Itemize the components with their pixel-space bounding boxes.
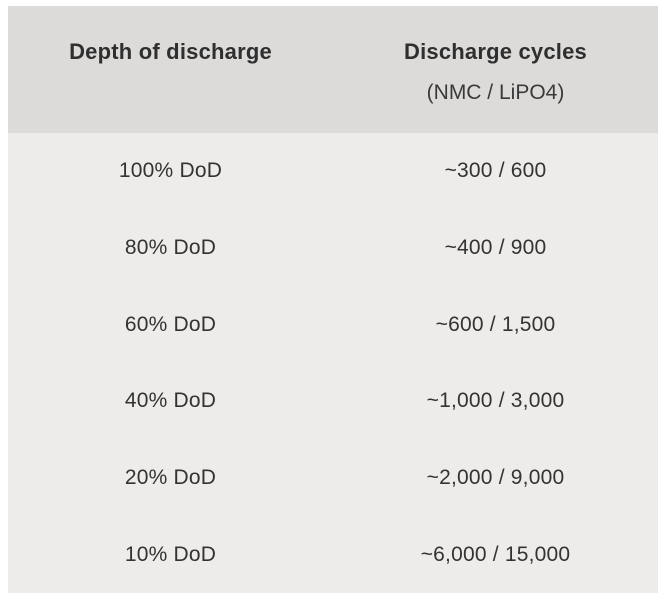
cycles-cell: ~6,000 / 15,000 xyxy=(420,542,571,566)
dod-cell: 10% DoD xyxy=(124,542,217,566)
table-row: 100% DoD ~300 / 600 xyxy=(8,133,658,210)
table-row: 80% DoD ~400 / 900 xyxy=(8,210,658,287)
cycles-cell: ~2,000 / 9,000 xyxy=(426,466,565,490)
table-header-row: Depth of discharge Discharge cycles (NMC… xyxy=(8,6,658,133)
dod-cell: 80% DoD xyxy=(124,236,217,259)
dod-cell: 40% DoD xyxy=(124,389,217,413)
header-discharge-cycles: Discharge cycles (NMC / LiPO4) xyxy=(333,39,658,106)
table-row: 40% DoD ~1,000 / 3,000 xyxy=(8,363,658,440)
header-chemistry-subtitle: (NMC / LiPO4) xyxy=(426,81,565,104)
dod-cell: 100% DoD xyxy=(118,159,223,183)
table-row: 10% DoD ~6,000 / 15,000 xyxy=(8,516,658,593)
cycles-cell: ~600 / 1,500 xyxy=(435,312,556,336)
header-depth-of-discharge-label: Depth of discharge xyxy=(69,39,272,64)
dod-cell: 60% DoD xyxy=(124,312,217,336)
cycles-cell: ~400 / 900 xyxy=(444,236,547,259)
dod-cell: 20% DoD xyxy=(124,466,217,490)
table-row: 20% DoD ~2,000 / 9,000 xyxy=(8,440,658,517)
dod-cycles-table: Depth of discharge Discharge cycles (NMC… xyxy=(8,6,658,593)
header-discharge-cycles-label: Discharge cycles xyxy=(404,39,587,64)
cycles-cell: ~1,000 / 3,000 xyxy=(426,389,565,413)
table-row: 60% DoD ~600 / 1,500 xyxy=(8,286,658,363)
table-body: 100% DoD ~300 / 600 80% DoD ~400 / 900 6… xyxy=(8,133,658,593)
cycles-cell: ~300 / 600 xyxy=(444,159,547,183)
header-depth-of-discharge: Depth of discharge xyxy=(8,39,333,65)
